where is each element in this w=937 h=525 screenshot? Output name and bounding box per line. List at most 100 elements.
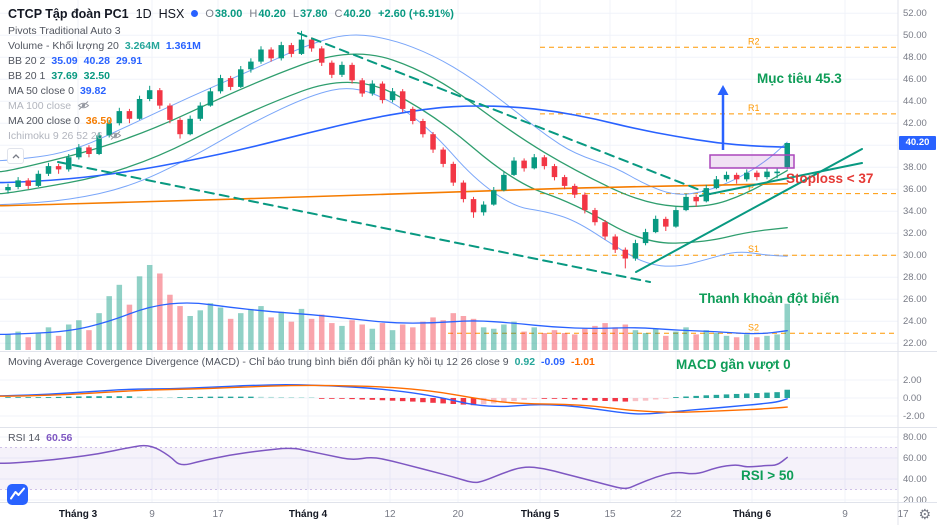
rsi-indicator-title: RSI 14 — [8, 432, 41, 444]
legend-panel: CTCP Tập đoàn PC1 1D HSX O 38.00 H 40.20 L… — [8, 4, 454, 143]
indicator-value: 3.264M — [124, 39, 160, 52]
exchange-label[interactable]: HSX — [158, 6, 185, 21]
indicator-row[interactable]: Ichimoku 9 26 52 26 — [8, 128, 454, 143]
svg-text:S2: S2 — [748, 322, 759, 332]
macd-indicator-title: Moving Average Covergence Divergence (MA… — [8, 356, 509, 368]
indicator-title: Pivots Traditional Auto 3 — [8, 24, 121, 37]
svg-text:48.00: 48.00 — [903, 52, 927, 63]
indicator-legend-list: Pivots Traditional Auto 3 Volume - Khối l… — [8, 23, 454, 143]
indicator-value: 29.91 — [115, 54, 143, 67]
mountain-chart-icon — [7, 484, 28, 505]
change-value: +2.60 (+6.91%) — [378, 7, 454, 20]
svg-text:Tháng 4: Tháng 4 — [289, 509, 328, 520]
svg-text:34.00: 34.00 — [903, 206, 927, 217]
interval-label[interactable]: 1D — [135, 6, 152, 21]
svg-text:Tháng 5: Tháng 5 — [521, 509, 560, 520]
svg-text:50.00: 50.00 — [903, 30, 927, 41]
indicator-value: 36.50 — [85, 114, 113, 127]
last-price-label: 40.20 — [899, 136, 936, 150]
svg-text:9: 9 — [149, 509, 155, 520]
indicator-title: Ichimoku 9 26 52 26 — [8, 129, 103, 142]
indicator-row[interactable]: BB 20 2 35.09 40.28 29.91 — [8, 53, 454, 68]
symbol-row[interactable]: CTCP Tập đoàn PC1 1D HSX O 38.00 H 40.20 L… — [8, 4, 454, 23]
svg-text:20: 20 — [452, 509, 464, 520]
time-axis[interactable] — [0, 503, 937, 525]
symbol-title[interactable]: CTCP Tập đoàn PC1 — [8, 6, 129, 21]
svg-text:22.00: 22.00 — [903, 338, 927, 349]
macd-values: 0.92 -0.09 -1.01 — [515, 356, 595, 368]
indicator-title: MA 100 close — [8, 99, 72, 112]
svg-text:30.00: 30.00 — [903, 250, 927, 261]
low-value: 37.80 — [300, 7, 328, 20]
open-label: O — [205, 7, 214, 20]
annotation-rsi[interactable]: RSI > 50 — [741, 468, 794, 483]
svg-text:2.00: 2.00 — [903, 375, 922, 386]
svg-text:R2: R2 — [748, 36, 760, 46]
indicator-value: 40.28 — [83, 54, 110, 67]
high-value: 40.20 — [258, 7, 286, 20]
low-label: L — [292, 7, 300, 20]
indicator-title: BB 20 2 — [8, 54, 46, 67]
legend-collapse-button[interactable] — [7, 148, 24, 164]
rsi-values: 60.56 — [46, 432, 72, 444]
indicator-row[interactable]: MA 100 close — [8, 98, 454, 113]
annotation-macd[interactable]: MACD gần vượt 0 — [676, 357, 791, 372]
indicator-row[interactable]: MA 200 close 0 36.50 — [8, 113, 454, 128]
svg-text:S1: S1 — [748, 244, 759, 254]
close-label: C — [334, 7, 343, 20]
svg-text:36.00: 36.00 — [903, 184, 927, 195]
open-value: 38.00 — [214, 7, 243, 20]
indicator-row[interactable]: BB 20 1 37.69 32.50 — [8, 68, 454, 83]
svg-text:22: 22 — [670, 509, 682, 520]
annotation-target-price[interactable]: Mục tiêu 45.3 — [757, 71, 842, 86]
indicator-row[interactable]: MA 50 close 0 39.82 — [8, 83, 454, 98]
watermark-logo — [7, 484, 28, 510]
indicator-value: 1.361M — [165, 39, 201, 52]
svg-text:26.00: 26.00 — [903, 294, 927, 305]
svg-text:R1: R1 — [748, 103, 760, 113]
eye-off-icon[interactable] — [109, 130, 122, 141]
svg-text:17: 17 — [212, 509, 224, 520]
svg-text:38.00: 38.00 — [903, 162, 927, 173]
indicator-title: MA 50 close 0 — [8, 84, 74, 97]
indicator-value: -1.01 — [570, 356, 595, 368]
indicator-value: 39.82 — [79, 84, 107, 97]
svg-text:40.00: 40.00 — [903, 474, 927, 485]
axis-settings-gear-icon[interactable]: ⚙ — [918, 506, 931, 522]
indicator-value: 37.69 — [51, 69, 78, 82]
svg-text:80.00: 80.00 — [903, 432, 927, 443]
annotation-stoploss[interactable]: Stoploss < 37 — [786, 171, 874, 186]
rsi-legend-row[interactable]: RSI 14 60.56 — [8, 432, 72, 444]
indicator-row[interactable]: Volume - Khối lượng 20 3.264M 1.361M — [8, 38, 454, 53]
indicator-row[interactable]: Pivots Traditional Auto 3 — [8, 23, 454, 38]
close-value: 40.20 — [343, 7, 372, 20]
indicator-value: 32.50 — [83, 69, 110, 82]
indicator-title: MA 200 close 0 — [8, 114, 80, 127]
svg-text:42.00: 42.00 — [903, 118, 927, 129]
svg-text:15: 15 — [604, 509, 616, 520]
indicator-title: BB 20 1 — [8, 69, 46, 82]
svg-text:44.00: 44.00 — [903, 96, 927, 107]
indicator-value: 35.09 — [51, 54, 78, 67]
annotation-liquidity[interactable]: Thanh khoản đột biến — [699, 291, 840, 306]
svg-text:P: P — [748, 183, 754, 193]
svg-text:Tháng 3: Tháng 3 — [59, 509, 98, 520]
macd-legend-row[interactable]: Moving Average Covergence Divergence (MA… — [8, 356, 595, 368]
svg-text:12: 12 — [384, 509, 396, 520]
svg-text:17: 17 — [897, 509, 909, 520]
indicator-value: 0.92 — [514, 356, 536, 368]
chevron-up-icon — [12, 153, 19, 158]
svg-text:9: 9 — [842, 509, 848, 520]
svg-text:60.00: 60.00 — [903, 453, 927, 464]
high-label: H — [249, 7, 258, 20]
svg-text:24.00: 24.00 — [903, 316, 927, 327]
price-axis[interactable] — [898, 0, 937, 503]
indicator-value: 60.56 — [46, 432, 73, 444]
eye-off-icon[interactable] — [77, 100, 90, 111]
price-source-dot — [191, 10, 199, 17]
svg-text:0.00: 0.00 — [903, 393, 922, 404]
svg-text:52.00: 52.00 — [903, 8, 927, 19]
svg-text:-2.00: -2.00 — [903, 411, 925, 422]
